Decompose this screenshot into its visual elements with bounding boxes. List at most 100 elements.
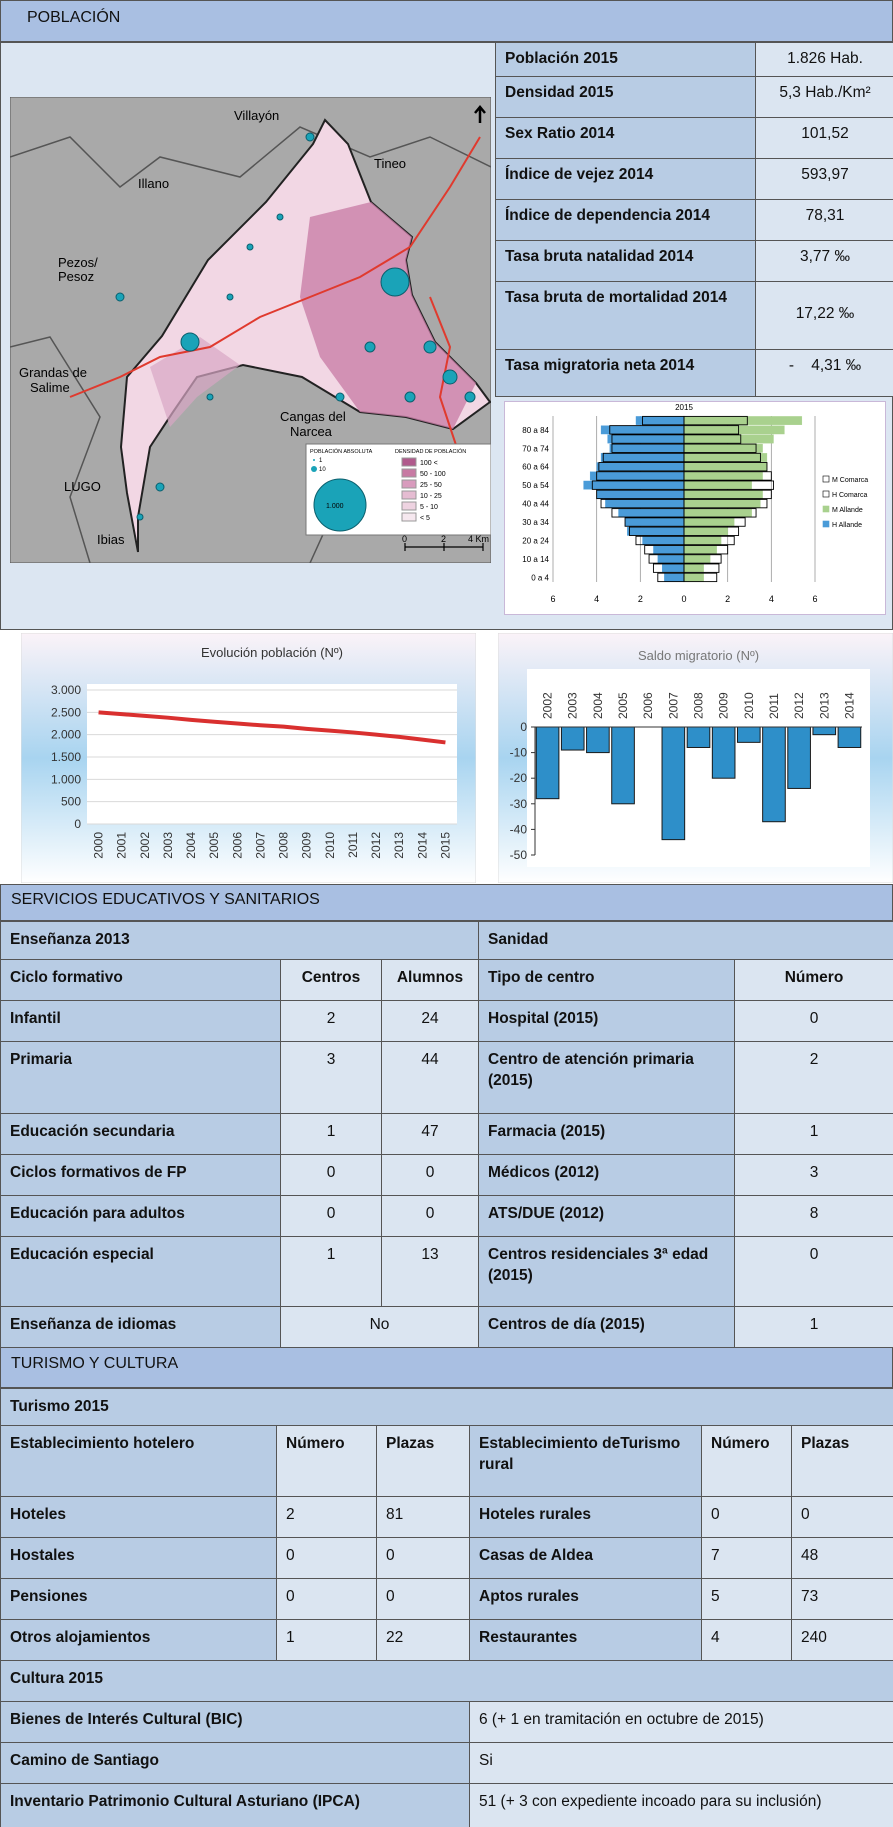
legend-swatch [401,512,417,522]
row-label: ATS/DUE (2012) [478,1195,736,1237]
bar [661,726,686,841]
row-label: Centros residenciales 3ª edad (2015) [478,1236,736,1307]
bar [591,480,685,490]
bar [618,508,685,518]
stat-label: Índice de dependencia 2014 [495,199,756,241]
bar [602,452,685,463]
place-label: Tineo [374,156,406,171]
cell-value: 0 [376,1537,470,1579]
cell-value: 2 [276,1496,377,1538]
bar [644,545,685,555]
line [98,710,446,745]
row-label: Centros de día (2015) [478,1306,736,1348]
map: Villayón Tineo Illano Pezos/ Pesoz Grand… [10,97,491,563]
y-tick-label: 70 a 74 [522,444,549,453]
legend-label: 100 < [420,460,438,467]
bar [812,726,837,736]
legend-label: H Comarca [832,492,868,499]
table-row: Bienes de Interés Cultural (BIC) 6 (+ 1 e… [0,1701,893,1743]
scale-bar [404,543,484,551]
section-header: SERVICIOS EDUCATIVOS Y SANITARIOS [0,884,893,921]
legend-swatch [822,520,830,528]
population-block: Villayón Tineo Illano Pezos/ Pesoz Grand… [0,42,893,630]
stat-label: Población 2015 [495,42,756,77]
stat-label: Sex Ratio 2014 [495,117,756,159]
table-row: Tasa migratoria neta 2014- 4,31 ‰ [495,349,893,397]
row-label: Inventario Patrimonio Cultural Asturiano… [0,1783,470,1827]
y-tick-label: 1.500 [51,750,81,764]
cell-value: 1 [734,1306,893,1348]
table-row: Pensiones 0 0 Aptos rurales 5 73 [0,1578,893,1620]
x-tick-label: 2004 [184,832,198,859]
table-row: Ciclos formativos de FP 0 0 Médicos (2012) 3 [0,1154,893,1196]
x-tick-label: 0 [681,594,686,604]
row-label: Hospital (2015) [478,1000,736,1042]
bar [683,573,704,582]
bar [600,453,685,462]
cell-value: 47 [380,1113,480,1155]
y-tick-label: 500 [61,795,81,809]
row-label: Enseñanza de idiomas [0,1306,281,1348]
x-tick-label: 2004 [591,692,605,719]
cell-value: 0 [380,1154,480,1196]
cell-value: 0 [276,1537,377,1579]
y-tick-label: 10 a 14 [522,555,549,564]
section-header: POBLACIÓN [0,0,893,42]
table-row: Turismo 2015 [0,1388,893,1426]
table-row: Índice de vejez 2014 593,97 [495,158,893,200]
section-header: TURISMO Y CULTURA [0,1347,893,1388]
scale-label: 2 [441,534,446,544]
bar [683,425,785,435]
legend-swatch [822,490,830,498]
row-label: Farmacia (2015) [478,1113,736,1155]
x-tick-label: 2000 [92,832,106,859]
legend-label: 25 - 50 [420,482,442,489]
x-tick-label: 6 [812,594,817,604]
pyramid-chart: 2015 6 4 2 0 2 4 6 0 a 4 10 a 14 20 a 24 30 a 34 40 … [504,401,886,615]
bar-chart: Saldo migratorio (Nº) 0 -10 -20 -30 -40 -50 200… [498,633,893,883]
road [69,136,481,398]
column-header: Plazas [790,1425,893,1497]
table-row: Enseñanza 2013 Sanidad [0,921,893,960]
x-tick-label: 2006 [641,692,655,719]
legend-label: H Allande [832,522,862,529]
bar [653,545,685,555]
row-label: Centro de atención primaria (2015) [478,1041,736,1114]
x-tick-label: 2003 [566,692,580,719]
bar [609,425,685,435]
table-row: Cultura 2015 [0,1660,893,1702]
legend-label: 50 - 100 [420,471,446,478]
table-row: Ciclo formativo Centros Alumnos Tipo de cen… [0,959,893,1001]
bar [609,443,685,453]
cell-value: 1 [734,1113,893,1155]
cell-value: 24 [380,1000,480,1042]
stat-value: 101,52 [755,117,893,159]
column-header: Número [734,959,893,1001]
x-tick-label: 2011 [767,693,781,719]
y-tick-label: -20 [510,771,528,785]
cell-value: 0 [280,1195,382,1237]
bar [664,573,685,582]
bar [686,726,711,748]
bar [642,415,685,426]
x-tick-label: 2012 [369,832,383,859]
services-table: Enseñanza 2013 Sanidad Ciclo formativo Cent… [0,921,893,1348]
cell-value: 4 [701,1619,792,1661]
x-tick-label: 2002 [541,692,555,719]
row-label: Camino de Santiago [0,1742,470,1784]
bar [596,489,685,500]
x-tick-label: 2013 [392,832,406,859]
plot-area [527,669,870,867]
bar [683,554,711,564]
legend-title: DENSIDAD DE POBLACIÓN [395,448,466,455]
cell-value: 81 [376,1496,470,1538]
y-tick-label: 50 a 54 [522,481,549,490]
table-row: Educación secundaria 1 47 Farmacia (2015) 1 [0,1113,893,1155]
place-label: Salime [30,380,70,395]
table-row: Tasa bruta natalidad 2014 3,77 ‰ [495,240,893,282]
legend-label: 1 [319,458,323,464]
x-tick-label: 2007 [253,832,267,859]
place-label: Cangas del [280,409,346,424]
place-label: Pesoz [58,269,94,284]
row-label: Hostales [0,1537,277,1579]
